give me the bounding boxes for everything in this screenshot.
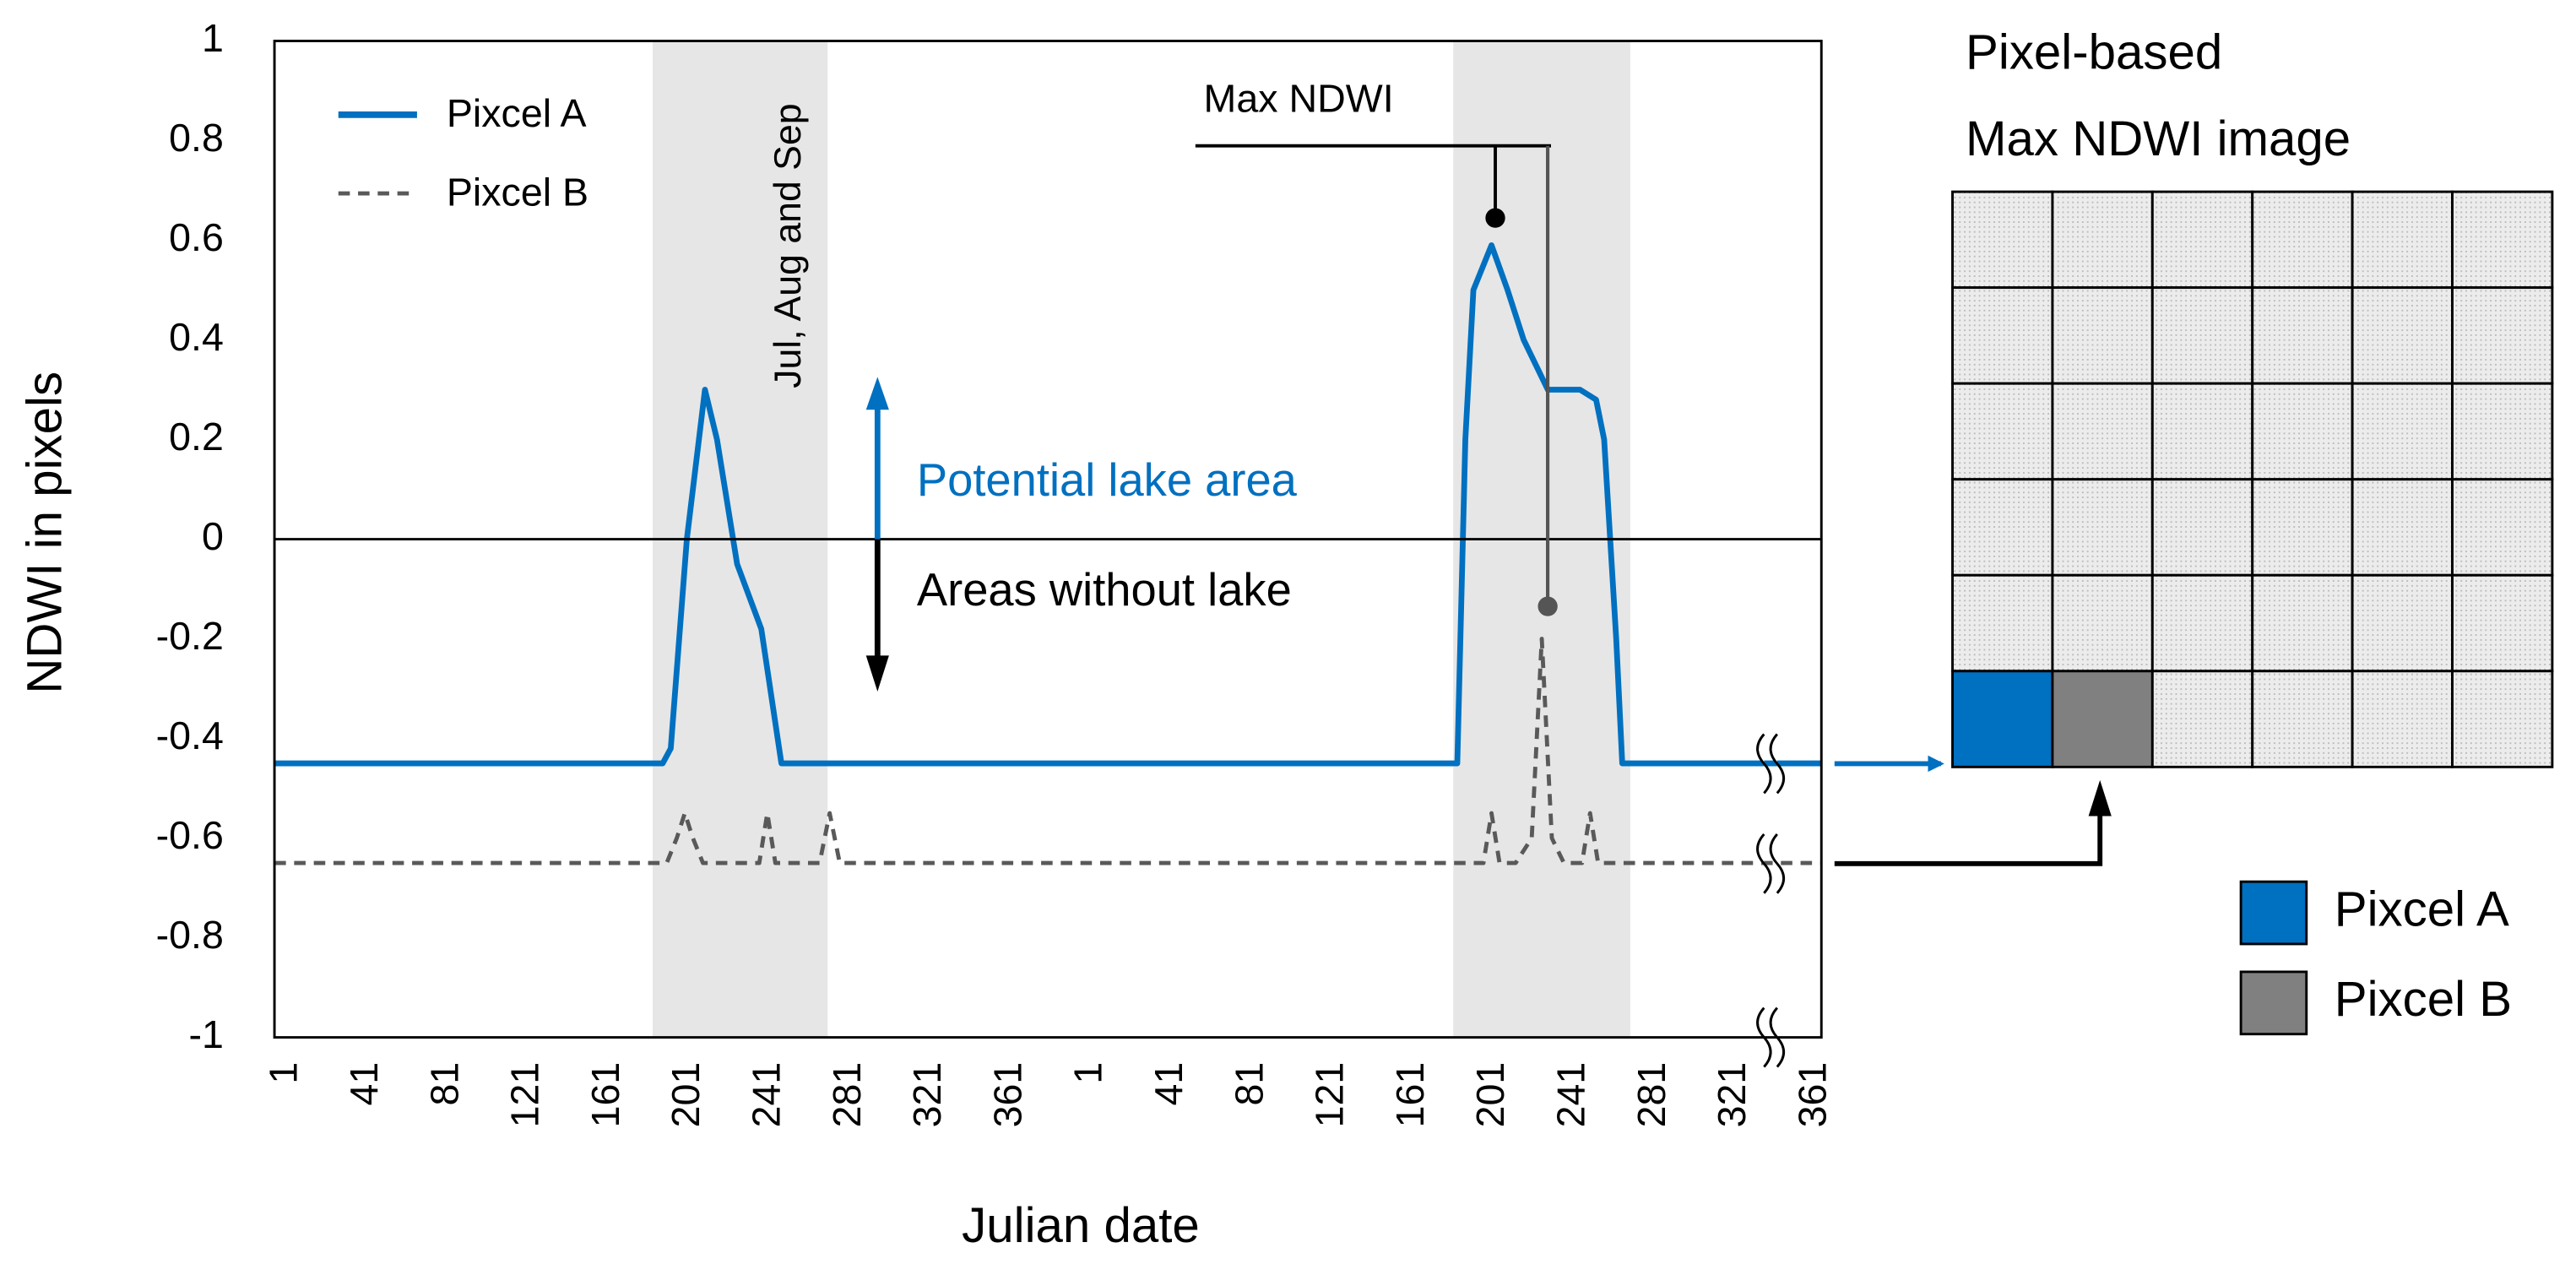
y-tick-label: -0.6 bbox=[156, 813, 224, 857]
x-tick-label: 281 bbox=[1630, 1062, 1673, 1128]
legend-swatch bbox=[2239, 880, 2308, 946]
pixel-cell bbox=[2451, 382, 2554, 481]
x-tick-label: 281 bbox=[825, 1062, 869, 1128]
pixel-cell bbox=[2351, 382, 2454, 481]
arrow-b bbox=[1834, 811, 2103, 866]
pixel-cell bbox=[1951, 670, 2054, 768]
pixel-cell bbox=[2150, 286, 2254, 385]
y-tick-label: -0.4 bbox=[156, 713, 224, 757]
arrow-head bbox=[865, 377, 889, 410]
pixel-cell bbox=[1951, 573, 2054, 673]
series-line bbox=[274, 637, 1822, 865]
y-tick-label: 0.4 bbox=[169, 315, 224, 359]
max-marker bbox=[1537, 596, 1558, 616]
legend-swatch bbox=[2239, 970, 2308, 1036]
pixel-cell bbox=[2351, 190, 2454, 290]
legend-label: Pixcel B bbox=[447, 170, 588, 214]
x-axis-label: Julian date bbox=[962, 1198, 1200, 1253]
pixel-cell bbox=[2251, 286, 2354, 385]
y-tick-label: 0.6 bbox=[169, 215, 224, 259]
y-tick-label: 1 bbox=[202, 16, 224, 60]
x-tick-label: 241 bbox=[744, 1062, 788, 1128]
pixel-cell bbox=[1951, 190, 2054, 290]
x-tick-label: 81 bbox=[422, 1062, 466, 1106]
x-tick-label: 361 bbox=[1790, 1062, 1834, 1128]
pixel-cell bbox=[2150, 670, 2254, 768]
image-title: Max NDWI image bbox=[1966, 111, 2351, 166]
pixel-cell bbox=[2451, 286, 2554, 385]
arrow-head bbox=[865, 655, 889, 692]
x-tick-label: 321 bbox=[905, 1062, 949, 1128]
x-tick-label: 121 bbox=[503, 1062, 547, 1128]
pixel-cell bbox=[2351, 573, 2454, 673]
legend-label: Pixcel A bbox=[447, 91, 587, 135]
y-tick-label: 0.2 bbox=[169, 415, 224, 458]
pixel-cell bbox=[2051, 670, 2154, 768]
pixel-cell bbox=[2251, 670, 2354, 768]
pixel-cell bbox=[2150, 382, 2254, 481]
arrow-head bbox=[2088, 779, 2112, 817]
image-title: Pixel-based bbox=[1966, 24, 2222, 79]
legend-label: Pixcel A bbox=[2335, 882, 2509, 936]
pixel-cell bbox=[2051, 190, 2154, 290]
pixel-cell bbox=[1951, 478, 2054, 577]
x-tick-label: 201 bbox=[1468, 1062, 1512, 1128]
x-tick-label: 1 bbox=[262, 1062, 306, 1084]
x-tick-label: 81 bbox=[1227, 1062, 1271, 1106]
pixel-cell bbox=[2051, 478, 2154, 577]
x-tick-label: 121 bbox=[1308, 1062, 1352, 1128]
pixel-cell bbox=[2251, 382, 2354, 481]
pixel-cell bbox=[2051, 573, 2154, 673]
pixel-cell bbox=[2150, 190, 2254, 290]
pixel-cell bbox=[2451, 573, 2554, 673]
pixel-cell bbox=[2451, 478, 2554, 577]
annotation: Max NDWI bbox=[1204, 77, 1394, 121]
x-tick-label: 161 bbox=[583, 1062, 627, 1128]
series-line bbox=[274, 242, 1822, 767]
y-tick-label: -1 bbox=[188, 1012, 223, 1056]
pixel-cell bbox=[2351, 286, 2454, 385]
pixel-cell bbox=[2251, 478, 2354, 577]
y-tick-label: 0 bbox=[202, 514, 224, 558]
x-tick-label: 201 bbox=[664, 1062, 708, 1128]
axis-breaks bbox=[1756, 733, 1786, 1068]
x-tick-label: 361 bbox=[985, 1062, 1029, 1128]
annotation: Potential lake area bbox=[917, 454, 1298, 506]
highlight-label: Jul, Aug and Sep bbox=[767, 103, 809, 388]
x-tick-label: 161 bbox=[1388, 1062, 1432, 1128]
pixel-cell bbox=[2451, 670, 2554, 768]
pixel-cell bbox=[2351, 478, 2454, 577]
pixel-cell bbox=[1951, 382, 2054, 481]
y-tick-label: -0.8 bbox=[156, 913, 224, 957]
pixel-cell bbox=[1951, 286, 2054, 385]
x-tick-label: 241 bbox=[1548, 1062, 1592, 1128]
pixel-cell bbox=[2051, 382, 2154, 481]
pixel-cell bbox=[2150, 478, 2254, 577]
x-tick-label: 41 bbox=[1147, 1062, 1190, 1106]
max-marker bbox=[1485, 208, 1505, 228]
y-axis-label: NDWI in pixels bbox=[18, 372, 73, 694]
x-tick-label: 1 bbox=[1066, 1062, 1110, 1084]
pixel-cell bbox=[2150, 573, 2254, 673]
plot-area bbox=[274, 242, 1822, 865]
x-tick-label: 41 bbox=[342, 1062, 386, 1106]
pixel-grid bbox=[1951, 190, 2554, 768]
pixel-cell bbox=[2351, 670, 2454, 768]
pixel-cell bbox=[2051, 286, 2154, 385]
pixel-cell bbox=[2251, 573, 2354, 673]
pixel-cell bbox=[2251, 190, 2354, 290]
y-tick-label: 0.8 bbox=[169, 116, 224, 160]
y-tick-label: -0.2 bbox=[156, 614, 224, 658]
legend-label: Pixcel B bbox=[2335, 972, 2512, 1027]
pixel-cell bbox=[2451, 190, 2554, 290]
x-tick-label: 321 bbox=[1710, 1062, 1754, 1128]
annotation: Areas without lake bbox=[917, 564, 1292, 616]
